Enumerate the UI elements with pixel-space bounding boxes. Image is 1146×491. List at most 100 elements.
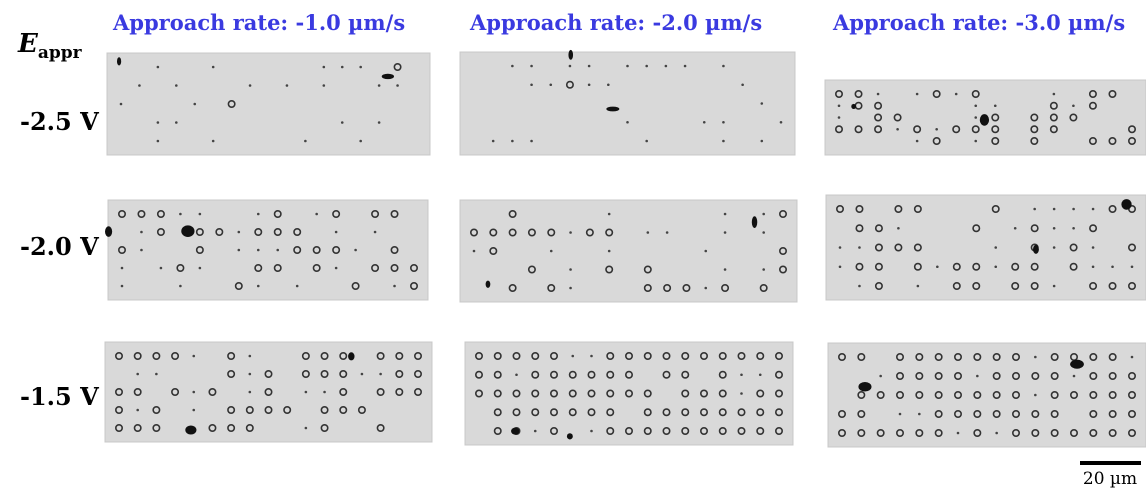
pit xyxy=(138,84,141,87)
pit xyxy=(876,390,885,399)
pit xyxy=(1050,352,1059,361)
pit xyxy=(722,139,725,143)
column-header: Approach rate: -2.0 µm/s xyxy=(469,10,762,35)
debris xyxy=(485,280,491,288)
pit xyxy=(413,369,422,378)
pit xyxy=(137,210,146,219)
pit xyxy=(759,283,768,292)
pit xyxy=(718,389,727,398)
pit xyxy=(171,351,180,360)
pit xyxy=(858,284,861,288)
pit xyxy=(248,84,252,87)
pit xyxy=(1049,125,1058,134)
pit xyxy=(489,228,498,237)
pit xyxy=(1089,428,1098,437)
pit xyxy=(256,212,260,216)
pit xyxy=(234,281,243,290)
pit xyxy=(762,268,765,271)
pit xyxy=(198,266,202,270)
pit xyxy=(215,228,224,237)
pit xyxy=(837,104,841,108)
pit xyxy=(934,428,943,437)
pit xyxy=(645,139,648,143)
pit xyxy=(874,224,883,233)
pit xyxy=(211,139,215,143)
pit xyxy=(312,263,321,272)
pit xyxy=(248,354,252,358)
pit xyxy=(858,246,861,249)
pit xyxy=(741,83,744,87)
pit xyxy=(973,409,982,418)
pit xyxy=(340,121,344,124)
pit xyxy=(704,286,708,290)
pit xyxy=(469,228,478,237)
pit xyxy=(549,426,558,435)
pit xyxy=(276,248,280,252)
pit xyxy=(894,243,903,252)
energy-symbol: E xyxy=(17,29,39,59)
pit xyxy=(549,83,553,87)
pit xyxy=(626,64,629,68)
pit xyxy=(838,246,842,249)
pit xyxy=(626,120,629,124)
pit xyxy=(855,224,864,233)
pit xyxy=(643,265,652,274)
pit xyxy=(762,212,765,216)
pit xyxy=(377,121,381,124)
pit xyxy=(779,120,783,124)
pit xyxy=(1052,284,1056,288)
pit xyxy=(320,351,329,360)
pit xyxy=(474,389,483,398)
pit xyxy=(774,351,783,360)
pit xyxy=(774,370,783,379)
pit xyxy=(409,263,418,272)
pit xyxy=(195,228,204,237)
pit xyxy=(974,116,978,119)
pit xyxy=(991,113,1000,122)
pit xyxy=(140,230,143,234)
pit xyxy=(837,352,846,361)
pit xyxy=(1011,371,1020,380)
pit xyxy=(664,64,668,68)
pit xyxy=(1030,113,1039,122)
pit xyxy=(515,373,518,377)
pit xyxy=(991,205,1000,214)
pit xyxy=(916,284,920,288)
pit xyxy=(934,352,943,361)
pit xyxy=(972,281,981,290)
pit xyxy=(992,371,1001,380)
pit xyxy=(778,247,787,256)
energy-subscript: appr xyxy=(38,43,83,63)
debris xyxy=(381,73,395,80)
pit xyxy=(549,351,558,360)
pit xyxy=(547,228,556,237)
pit xyxy=(913,262,922,271)
pit xyxy=(248,390,252,394)
pit xyxy=(320,423,329,432)
row-label: -2.5 V xyxy=(20,107,99,136)
pit xyxy=(758,373,762,377)
pit xyxy=(857,428,866,437)
debris xyxy=(116,57,122,66)
pit xyxy=(972,262,981,271)
pit xyxy=(1052,246,1056,249)
debris xyxy=(606,106,620,112)
pit xyxy=(954,92,958,96)
pit xyxy=(1108,390,1117,399)
pit xyxy=(737,351,746,360)
pit xyxy=(395,387,404,396)
pit xyxy=(192,408,196,412)
pit xyxy=(320,369,329,378)
pit xyxy=(646,231,650,234)
row-label: -1.5 V xyxy=(20,382,99,411)
pit xyxy=(493,370,502,379)
pit xyxy=(393,62,402,71)
pit xyxy=(1052,207,1056,211)
pit xyxy=(136,408,139,412)
row-label: -2.0 V xyxy=(20,232,99,261)
pit xyxy=(474,370,483,379)
pit xyxy=(489,247,498,256)
pit xyxy=(897,226,900,230)
pit xyxy=(971,90,980,99)
pit xyxy=(723,212,727,216)
